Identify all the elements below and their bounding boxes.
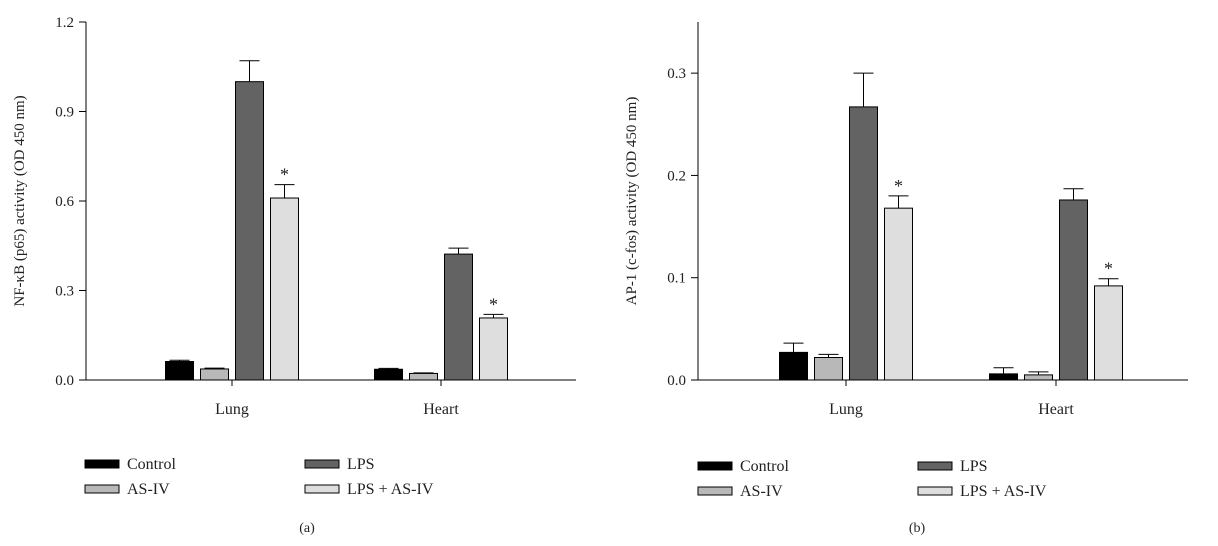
significance-marker: *: [1104, 259, 1113, 279]
significance-marker: *: [894, 176, 903, 196]
x-tick-label: Heart: [423, 401, 459, 418]
bar: [779, 351, 808, 381]
bar: [1024, 374, 1053, 381]
legend-label: Control: [127, 456, 176, 473]
bar: [444, 253, 473, 381]
legend-label: AS-IV: [740, 483, 783, 500]
legend-swatch: [917, 486, 953, 496]
bar: [200, 368, 229, 381]
chart-panel-2: 0.0 0.1 0.2 0.3 AP-1 (c-fos) activity (OD 45…: [624, 22, 1188, 536]
bar: [814, 356, 843, 381]
legend: Control AS-IV LPS LPS + AS-IV: [697, 458, 1047, 500]
legend-swatch: [917, 461, 953, 471]
bar: [165, 361, 194, 381]
legend-swatch: [304, 459, 340, 469]
y-tick-label: 0.2: [667, 168, 686, 184]
legend-swatch: [84, 459, 120, 469]
legend-label: LPS: [347, 456, 375, 473]
bar: [849, 106, 878, 381]
y-tick-label: 1.2: [55, 15, 74, 31]
legend-label: LPS + AS-IV: [960, 483, 1047, 500]
x-tick-label: Lung: [215, 401, 249, 418]
y-tick-label: 0.6: [55, 194, 74, 210]
legend-swatch: [84, 484, 120, 494]
bar: [374, 368, 403, 381]
legend-label: Control: [740, 458, 789, 475]
y-axis-label: AP-1 (c-fos) activity (OD 450 nm): [624, 97, 640, 306]
legend-swatch: [304, 484, 340, 494]
y-tick-label: 0.0: [667, 373, 686, 389]
x-tick-label: Heart: [1038, 401, 1074, 418]
legend-swatch: [697, 461, 733, 471]
legend-label: AS-IV: [127, 481, 170, 498]
legend-swatch: [697, 486, 733, 496]
bar: [1059, 199, 1088, 381]
legend-label: LPS + AS-IV: [347, 481, 434, 498]
legend: Control AS-IV LPS LPS + AS-IV: [84, 456, 434, 498]
y-axis-label: NF-κB (p65) activity (OD 450 nm): [12, 95, 28, 306]
legend-label: LPS: [960, 458, 988, 475]
significance-marker: *: [280, 165, 289, 185]
y-tick-label: 0.3: [667, 66, 686, 82]
y-tick-label: 0.1: [667, 271, 686, 287]
bar: [270, 197, 299, 381]
bar: [479, 317, 508, 381]
y-tick-label: 0.0: [55, 373, 74, 389]
panel-label: (a): [299, 521, 315, 536]
bar: [884, 207, 913, 381]
y-tick-label: 0.3: [55, 284, 74, 300]
bar: [989, 373, 1018, 381]
significance-marker: *: [489, 294, 498, 314]
bar: [1094, 285, 1123, 381]
bar: [409, 372, 438, 381]
panel-label: (b): [909, 521, 926, 536]
bar: [235, 81, 264, 381]
y-tick-label: 0.9: [55, 105, 74, 121]
chart-panel-1: 0.0 0.3 0.6 0.9 1.2 NF-κB (p65) activity (OD …: [12, 15, 576, 536]
x-tick-label: Lung: [829, 401, 863, 418]
